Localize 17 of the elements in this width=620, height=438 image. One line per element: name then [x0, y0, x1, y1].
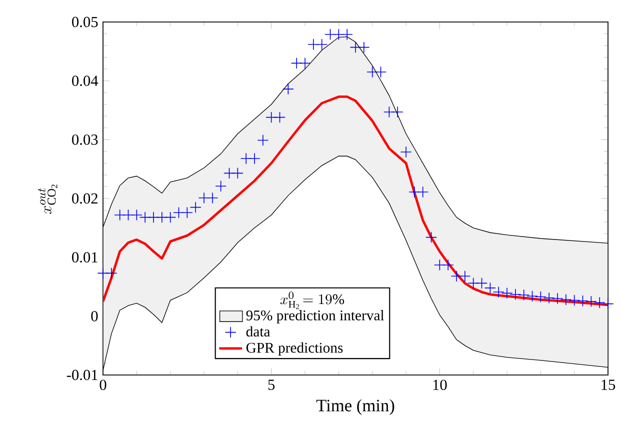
x-tick-label: 5 — [268, 380, 275, 390]
x-axis-title: Time (min) — [316, 399, 394, 415]
y-tick-label: 0.01 — [72, 252, 98, 263]
legend-label: data — [246, 326, 270, 337]
y-tick-label: 0.04 — [72, 76, 98, 86]
y-tick-label: 0.03 — [72, 134, 98, 145]
y-tick-label: 0.05 — [72, 16, 98, 28]
y-tick-label: -0.01 — [66, 370, 98, 380]
y-tick-label: 0.02 — [72, 193, 98, 204]
legend-label: GPR predictions — [246, 342, 343, 356]
legend-title: $x^{0}_{\mathrm{H_2}}\!= 19\%$ — [280, 292, 344, 309]
annotation: 95% prediction interval — [246, 310, 384, 324]
x-tick-label: 15 — [602, 380, 616, 390]
x-tick-label: 10 — [433, 380, 447, 390]
x-tick-label: 0 — [100, 380, 106, 390]
y-axis-title: $x^{out}_{\mathrm{CO_2}}$ — [38, 184, 58, 214]
y-tick-label: 0 — [91, 310, 98, 322]
